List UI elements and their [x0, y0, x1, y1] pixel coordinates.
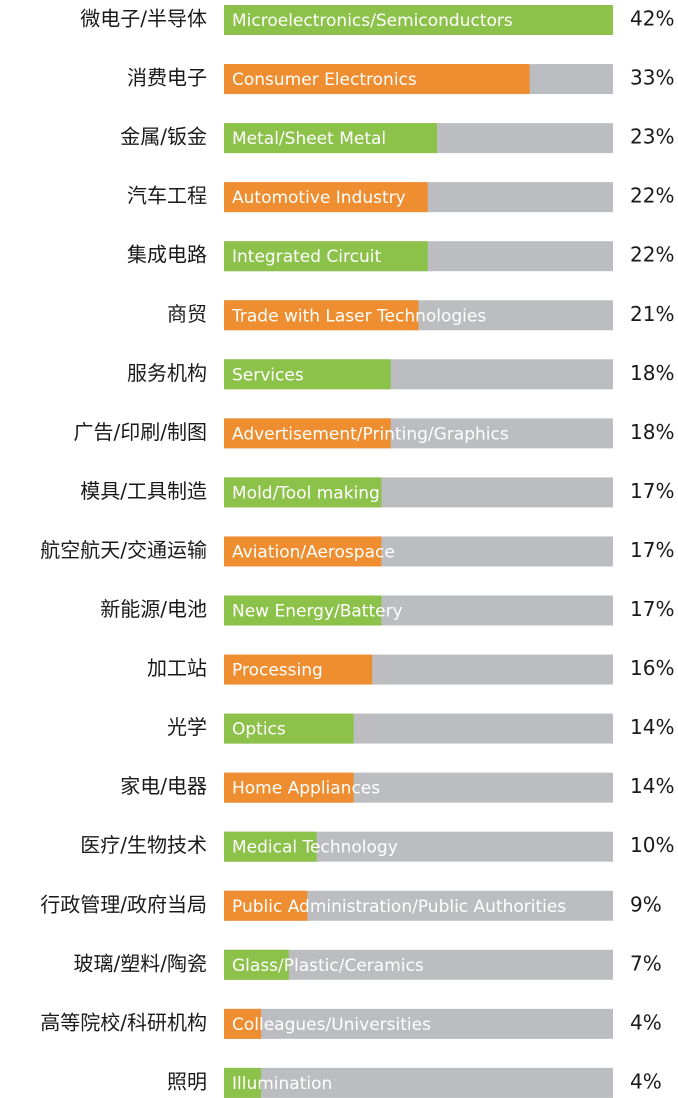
value-label: 14%: [630, 774, 674, 798]
bar: [224, 123, 438, 154]
bar: [224, 890, 308, 921]
category-label: 医疗/生物技术: [80, 833, 207, 857]
value-label: 16%: [630, 656, 674, 680]
bar-label: Glass/Plastic/Ceramics: [232, 956, 424, 976]
bar-label: Microelectronics/Semiconductors: [232, 11, 513, 31]
category-label: 服务机构: [127, 361, 207, 385]
value-label: 4%: [630, 1069, 662, 1093]
bar: [224, 241, 428, 272]
category-label: 广告/印刷/制图: [74, 420, 207, 444]
category-label: 金属/钣金: [120, 125, 207, 149]
category-label: 光学: [167, 715, 207, 739]
bar: [224, 949, 289, 980]
value-label: 7%: [630, 951, 662, 975]
category-label: 新能源/电池: [100, 597, 207, 621]
value-label: 33%: [630, 66, 674, 90]
bar: [224, 1008, 262, 1039]
category-label: 行政管理/政府当局: [40, 892, 207, 916]
bar: [224, 477, 382, 508]
category-label: 消费电子: [127, 66, 207, 90]
value-label: 22%: [630, 184, 674, 208]
bar-label: Colleagues/Universities: [232, 1015, 431, 1035]
category-label: 微电子/半导体: [80, 7, 207, 31]
bar-label: Trade with Laser Technologies: [231, 306, 486, 326]
bar: [224, 182, 428, 213]
bar: [224, 359, 391, 390]
bar: [224, 418, 391, 449]
category-label: 家电/电器: [120, 774, 207, 798]
bar: [224, 772, 354, 803]
category-label: 玻璃/塑料/陶瓷: [74, 951, 207, 975]
value-label: 18%: [630, 420, 674, 444]
value-label: 10%: [630, 833, 674, 857]
bar-label: Metal/Sheet Metal: [232, 129, 386, 149]
value-label: 9%: [630, 892, 662, 916]
bar-track: [224, 1008, 613, 1039]
value-label: 42%: [630, 7, 674, 31]
bar: [224, 300, 419, 331]
category-label: 高等院校/科研机构: [40, 1010, 207, 1034]
bar-label: Automotive Industry: [232, 188, 406, 208]
category-label: 照明: [167, 1069, 207, 1093]
bar-label: Mold/Tool making: [232, 483, 380, 503]
bar: [224, 831, 317, 862]
bar-label: Illumination: [232, 1074, 332, 1094]
value-label: 4%: [630, 1010, 662, 1034]
bar-label: Public Administration/Public Authorities: [232, 897, 566, 917]
bar: [224, 536, 382, 567]
category-label: 商贸: [167, 302, 207, 326]
bar: [224, 1067, 262, 1098]
bar: [224, 654, 373, 685]
value-label: 22%: [630, 243, 674, 267]
bar-label: Medical Technology: [232, 838, 398, 858]
category-label: 加工站: [147, 656, 207, 680]
bar-label: Services: [232, 365, 304, 385]
category-label: 航空航天/交通运输: [40, 538, 207, 562]
category-label: 汽车工程: [127, 184, 207, 208]
bar-label: Optics: [232, 720, 286, 740]
bar: [224, 713, 354, 744]
bar-track: [224, 1067, 613, 1098]
bar-label: Consumer Electronics: [232, 70, 417, 90]
bar-label: Integrated Circuit: [232, 247, 381, 267]
value-label: 17%: [630, 538, 674, 562]
bar: [224, 5, 613, 35]
bar-label: New Energy/Battery: [232, 602, 403, 622]
category-label: 集成电路: [127, 243, 207, 267]
bar-label: Processing: [232, 661, 323, 681]
bar-label: Advertisement/Printing/Graphics: [232, 424, 509, 444]
bar: [224, 595, 382, 626]
value-label: 17%: [630, 479, 674, 503]
value-label: 14%: [630, 715, 674, 739]
value-label: 18%: [630, 361, 674, 385]
bar-label: Home Appliances: [232, 779, 380, 799]
bar-label: Aviation/Aerospace: [232, 542, 395, 562]
bar: [224, 64, 530, 95]
value-label: 17%: [630, 597, 674, 621]
category-label: 模具/工具制造: [80, 479, 207, 503]
value-label: 23%: [630, 125, 674, 149]
value-label: 21%: [630, 302, 674, 326]
